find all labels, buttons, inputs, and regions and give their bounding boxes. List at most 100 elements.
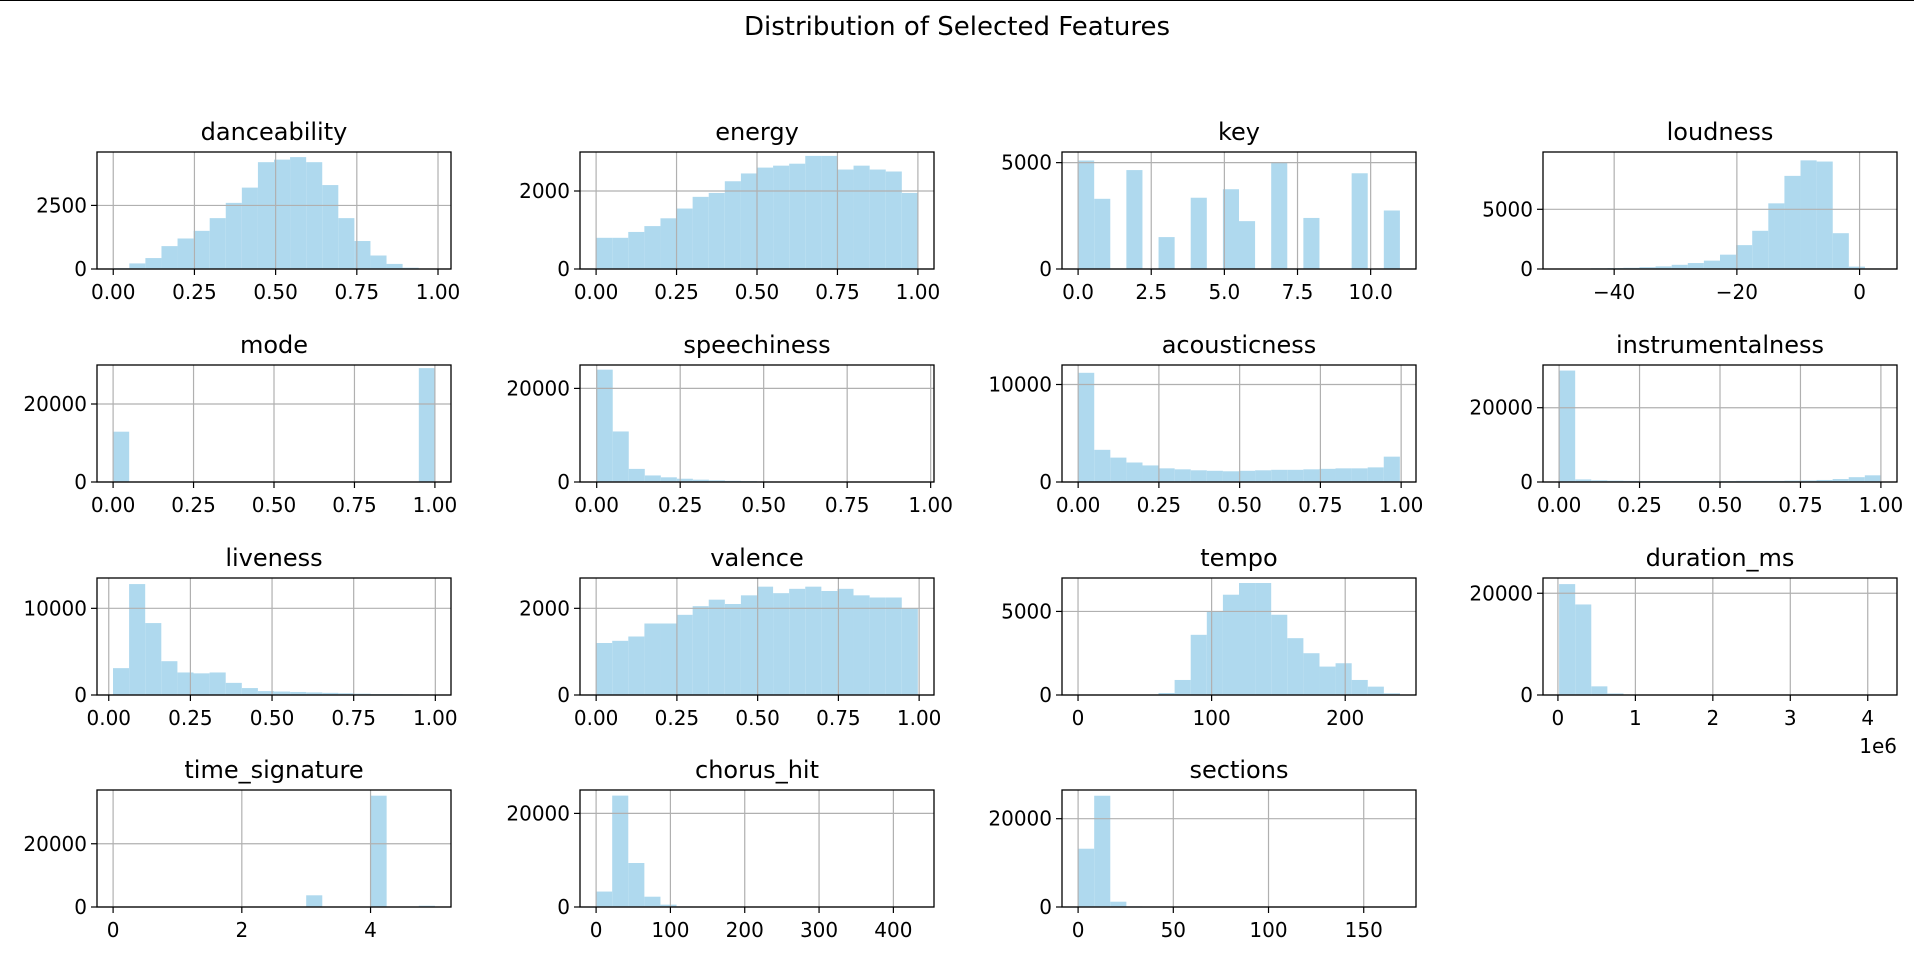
subplot-key: 0.0 2.5 5.0 7.5 10.0 0 5000 key bbox=[1001, 118, 1417, 304]
figure-top-border bbox=[0, 0, 1914, 1]
x-tick-label: 1.00 bbox=[416, 280, 461, 304]
x-tick-label: 0.75 bbox=[331, 706, 376, 730]
histogram-bar bbox=[306, 692, 323, 695]
histogram-bar bbox=[241, 688, 258, 695]
histogram-bar bbox=[1768, 203, 1785, 269]
histogram-bar bbox=[1303, 653, 1320, 695]
x-tick-label: 0.75 bbox=[1298, 493, 1343, 517]
histogram-bar bbox=[628, 636, 645, 695]
histogram-bar bbox=[1816, 161, 1833, 269]
histogram-bar bbox=[1367, 686, 1384, 695]
histogram-bar bbox=[821, 155, 838, 269]
x-tick-label: 0.75 bbox=[332, 493, 377, 517]
subplot-title: valence bbox=[710, 544, 804, 572]
histogram-bar bbox=[1639, 267, 1656, 269]
x-tick-label: 0 bbox=[1552, 706, 1565, 730]
subplot-title: danceability bbox=[201, 118, 348, 146]
histogram-bar bbox=[1078, 848, 1095, 907]
histogram-bar bbox=[853, 595, 870, 695]
histogram-bar bbox=[869, 169, 886, 269]
x-tick-label: 2 bbox=[235, 918, 248, 942]
y-tick-label: 0 bbox=[557, 683, 570, 707]
histogram-bar bbox=[1848, 477, 1865, 482]
subplot-title: instrumentalness bbox=[1616, 331, 1824, 359]
histogram-bar bbox=[1752, 230, 1769, 269]
histogram-bar bbox=[596, 891, 613, 907]
histogram-bar bbox=[676, 208, 693, 269]
histogram-bar bbox=[837, 169, 854, 269]
x-tick-label: 0.25 bbox=[654, 280, 699, 304]
histogram-bar bbox=[1190, 470, 1207, 482]
histogram-bar bbox=[660, 218, 677, 269]
histogram-bar bbox=[322, 185, 339, 269]
histogram-bar bbox=[177, 672, 194, 695]
histogram-bar bbox=[757, 167, 774, 269]
x-tick-label: 0.00 bbox=[86, 706, 131, 730]
histogram-bar bbox=[1351, 679, 1368, 695]
subplot-time-signature: 0 2 4 0 20000 time_signature bbox=[23, 756, 452, 942]
subplot-sections: 0 50 100 150 0 20000 sections bbox=[988, 756, 1417, 942]
axes-frame bbox=[1061, 364, 1417, 483]
histogram-bar bbox=[740, 595, 757, 695]
x-tick-label: 0.00 bbox=[1056, 493, 1101, 517]
x-tick-label: 0.25 bbox=[172, 280, 217, 304]
histogram-bar bbox=[1864, 475, 1881, 482]
axes-frame bbox=[1061, 577, 1417, 696]
histogram-bar bbox=[1126, 170, 1143, 269]
subplot-title: key bbox=[1218, 118, 1260, 146]
y-tick-label: 0 bbox=[1520, 683, 1533, 707]
histogram-bar bbox=[1559, 584, 1576, 695]
histogram-bar bbox=[708, 192, 725, 269]
x-tick-label: 10.0 bbox=[1348, 280, 1393, 304]
histogram-bar bbox=[1351, 173, 1368, 269]
histogram-bar bbox=[1848, 266, 1865, 269]
subplot-chorus-hit: 0 100 200 300 400 0 20000 chorus_hit bbox=[506, 756, 935, 942]
subplot-title: loudness bbox=[1667, 118, 1774, 146]
y-tick-label: 0 bbox=[1520, 470, 1533, 494]
y-tick-label: 0 bbox=[74, 895, 87, 919]
histogram-bar bbox=[209, 672, 226, 695]
axes-frame bbox=[1061, 789, 1417, 908]
subplot-title: speechiness bbox=[683, 331, 830, 359]
x-tick-label: 200 bbox=[726, 918, 764, 942]
histogram-bar bbox=[821, 591, 838, 695]
x-tick-label: 1 bbox=[1629, 706, 1642, 730]
y-tick-label: 20000 bbox=[988, 807, 1052, 831]
subplot-energy: 0.00 0.25 0.50 0.75 1.00 0 2000 energy bbox=[519, 118, 940, 304]
histogram-bar bbox=[644, 623, 661, 695]
histogram-bar bbox=[1094, 795, 1111, 907]
y-tick-label: 20000 bbox=[506, 801, 570, 825]
x-tick-label: 0.50 bbox=[735, 280, 780, 304]
histogram-bar bbox=[1351, 468, 1368, 482]
histogram-bar bbox=[789, 588, 806, 695]
histogram-bar bbox=[708, 599, 725, 695]
x-tick-label: 7.5 bbox=[1282, 280, 1314, 304]
histogram-bar bbox=[1687, 263, 1704, 269]
histogram-bar bbox=[740, 173, 757, 269]
x-tick-label: 0.25 bbox=[658, 493, 703, 517]
histogram-bar bbox=[660, 623, 677, 695]
histogram-bar bbox=[145, 258, 162, 269]
histogram-bar bbox=[1255, 470, 1272, 482]
histogram-bar bbox=[612, 795, 629, 907]
subplot-mode: 0.00 0.25 0.50 0.75 1.00 0 20000 mode bbox=[23, 331, 457, 517]
x-tick-label: −40 bbox=[1593, 280, 1635, 304]
y-tick-label: 0 bbox=[557, 895, 570, 919]
x-tick-label: 0.00 bbox=[574, 280, 619, 304]
histogram-bar bbox=[290, 157, 307, 269]
x-tick-label: 0.00 bbox=[1537, 493, 1582, 517]
histogram-bar bbox=[257, 162, 274, 269]
axes-frame bbox=[96, 577, 452, 696]
histogram-bar bbox=[354, 693, 371, 695]
x-tick-label: 150 bbox=[1345, 918, 1383, 942]
y-tick-label: 20000 bbox=[23, 832, 87, 856]
histogram-bar bbox=[418, 368, 435, 482]
histogram-bar bbox=[161, 661, 178, 695]
histogram-bar bbox=[692, 606, 709, 695]
histogram-bar bbox=[596, 369, 613, 482]
subplot-liveness: 0.00 0.25 0.50 0.75 1.00 0 10000 liveness bbox=[23, 544, 457, 730]
axes-frame bbox=[579, 577, 935, 696]
x-tick-label: 0.50 bbox=[1698, 493, 1743, 517]
x-tick-label: 50 bbox=[1161, 918, 1186, 942]
histogram-bar bbox=[306, 162, 323, 269]
